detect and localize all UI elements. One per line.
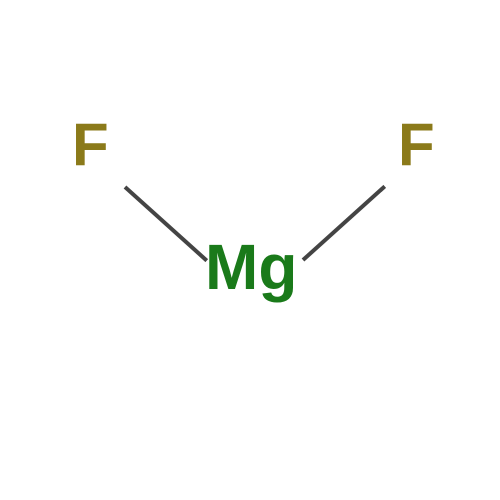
bond-mg-f-right <box>302 185 386 262</box>
fluorine-left-label: F <box>72 110 109 179</box>
fluorine-right-label: F <box>398 110 435 179</box>
magnesium-center-label: Mg <box>205 230 297 304</box>
molecular-structure-diagram: F F Mg <box>0 0 500 500</box>
bond-mg-f-left <box>124 186 208 263</box>
